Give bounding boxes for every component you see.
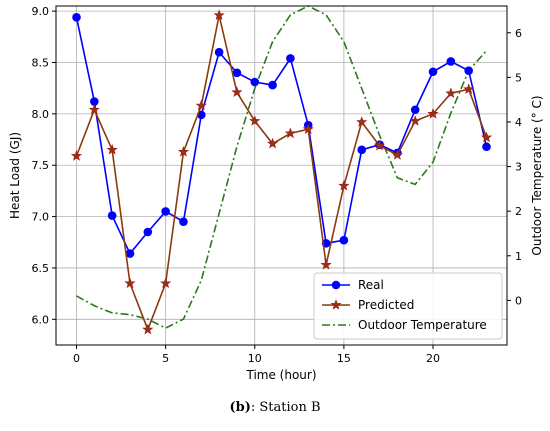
data-point bbox=[373, 139, 386, 151]
data-point bbox=[179, 217, 188, 227]
y-tick-label: 8.0 bbox=[32, 108, 50, 121]
caption-tag: (b) bbox=[229, 400, 251, 415]
data-point bbox=[445, 87, 457, 99]
data-point bbox=[463, 83, 475, 94]
y-tick-label: 8.5 bbox=[32, 57, 50, 70]
data-point bbox=[160, 277, 172, 289]
data-point bbox=[391, 149, 403, 160]
y2-tick-label: 1 bbox=[515, 250, 522, 263]
data-point bbox=[125, 249, 135, 258]
data-point bbox=[480, 131, 493, 143]
data-point bbox=[446, 57, 456, 66]
data-point bbox=[161, 207, 170, 216]
data-point bbox=[231, 86, 243, 98]
data-point bbox=[195, 99, 207, 111]
x-tick-label: 15 bbox=[337, 352, 351, 365]
legend: Real Predicted Outdoor Temperature bbox=[313, 272, 503, 340]
data-point bbox=[124, 277, 136, 289]
data-point bbox=[357, 145, 367, 155]
data-point bbox=[142, 323, 154, 335]
x-tick-label: 10 bbox=[248, 352, 262, 365]
legend-label: Real bbox=[358, 278, 384, 292]
x-tick-label: 0 bbox=[73, 352, 80, 365]
data-point bbox=[302, 123, 314, 135]
ticks: 0 5 10 15 20 6.0 6.5 7.0 7.5 8.0 8.5 9.0 0 1 2 3 4 5 6 bbox=[32, 5, 523, 365]
y2-tick-label: 5 bbox=[515, 71, 522, 84]
series-real bbox=[72, 12, 491, 258]
y-tick-label: 9.0 bbox=[32, 5, 50, 18]
data-point bbox=[88, 103, 100, 115]
y-tick-label: 6.0 bbox=[32, 313, 50, 326]
series-line bbox=[75, 17, 488, 256]
data-point bbox=[250, 77, 260, 87]
y-axis-label: Heat Load (GJ) bbox=[8, 132, 22, 219]
legend-box bbox=[313, 272, 503, 340]
data-point bbox=[286, 54, 295, 63]
x-tick-label: 20 bbox=[426, 352, 440, 365]
data-point bbox=[107, 211, 117, 220]
y-tick-label: 7.5 bbox=[32, 159, 50, 172]
data-point bbox=[232, 68, 242, 78]
series-outdoor-temperature bbox=[76, 5, 488, 329]
data-point bbox=[177, 146, 190, 157]
data-point bbox=[338, 179, 350, 191]
data-point bbox=[72, 12, 81, 22]
data-point bbox=[482, 142, 491, 152]
y2-tick-label: 3 bbox=[515, 161, 522, 174]
x-axis-label: Time (hour) bbox=[245, 368, 316, 382]
data-point bbox=[90, 97, 99, 106]
y-tick-label: 7.0 bbox=[32, 211, 50, 224]
data-point bbox=[70, 150, 83, 161]
data-point bbox=[356, 116, 368, 127]
line-chart: 0 5 10 15 20 6.0 6.5 7.0 7.5 8.0 8.5 9.0 0 1 2 3 4 5 6 Tim… bbox=[8, 5, 544, 382]
y2-tick-label: 0 bbox=[515, 294, 522, 307]
plot-frame bbox=[55, 5, 508, 346]
legend-marker bbox=[331, 280, 341, 290]
y2-tick-label: 4 bbox=[515, 116, 522, 129]
data-point bbox=[409, 115, 421, 126]
data-point bbox=[284, 127, 296, 139]
data-point bbox=[249, 115, 261, 126]
caption-text: : Station B bbox=[250, 400, 321, 415]
legend-label: Predicted bbox=[358, 298, 414, 312]
y-tick-label: 6.5 bbox=[32, 262, 50, 275]
data-point bbox=[214, 47, 224, 57]
data-point bbox=[213, 9, 225, 20]
y2-tick-label: 2 bbox=[515, 205, 522, 218]
data-point bbox=[268, 80, 277, 90]
data-point bbox=[427, 108, 439, 119]
data-point bbox=[428, 67, 438, 77]
series-layer bbox=[70, 5, 493, 335]
legend-marker bbox=[330, 299, 342, 310]
data-point bbox=[339, 235, 349, 245]
y2-axis-label: Outdoor Temperature (° C) bbox=[530, 95, 544, 255]
legend-label: Outdoor Temperature bbox=[358, 318, 487, 332]
data-point bbox=[267, 137, 279, 149]
data-point bbox=[320, 259, 332, 270]
figure-caption: (b): Station B bbox=[0, 400, 550, 415]
y2-tick-label: 6 bbox=[515, 27, 522, 40]
series-predicted bbox=[70, 9, 493, 335]
series-line bbox=[76, 5, 488, 329]
data-point bbox=[410, 105, 420, 115]
x-tick-label: 5 bbox=[162, 352, 169, 365]
data-point bbox=[106, 143, 118, 155]
data-point bbox=[143, 227, 153, 237]
data-point bbox=[464, 66, 473, 76]
